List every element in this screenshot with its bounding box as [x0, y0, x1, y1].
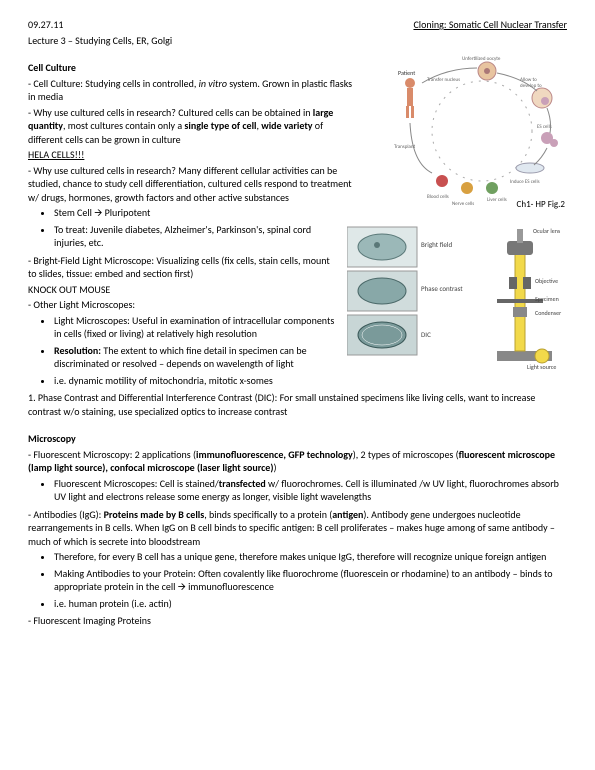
svg-text:Patient: Patient: [398, 69, 415, 77]
list-item: i.e. human protein (i.e. actin): [54, 597, 567, 611]
svg-text:Ocular lens: Ocular lens: [533, 227, 561, 235]
svg-text:Liver cells: Liver cells: [487, 197, 507, 203]
cloning-cycle-diagram: Patient Unfertilized oocyte Allow to dev…: [392, 53, 567, 213]
fluorescent-p1: - Fluorescent Microscopy: 2 applications…: [28, 448, 567, 475]
antibodies-list: Therefore, for every B cell has a unique…: [54, 550, 567, 610]
phase-contrast-p: 1. Phase Contrast and Differential Inter…: [28, 391, 567, 418]
other-microscopes: - Other Light Microscopes:: [28, 298, 338, 312]
svg-text:Bright field: Bright field: [421, 240, 452, 249]
svg-text:Blood cells: Blood cells: [427, 194, 449, 200]
fluorescent-imaging-p: - Fluorescent Imaging Proteins: [28, 614, 567, 628]
svg-text:Condenser: Condenser: [535, 309, 561, 317]
svg-text:Light source: Light source: [527, 363, 556, 371]
diagram1-caption: Ch1- HP Fig.2: [517, 199, 565, 211]
svg-text:Specimen: Specimen: [535, 295, 559, 303]
knock-out: KNOCK OUT MOUSE: [28, 283, 338, 297]
antibodies-p: - Antibodies (IgG): Proteins made by B c…: [28, 508, 567, 549]
header-cloning-title: Cloning: Somatic Cell Nuclear Transfer: [413, 18, 567, 32]
svg-text:Transplant: Transplant: [394, 144, 415, 150]
svg-text:DIC: DIC: [421, 330, 431, 339]
hela-cells: HELA CELLS!!!: [28, 148, 358, 162]
fluorescent-list: Fluorescent Microscopes: Cell is stained…: [54, 477, 567, 504]
microscopy-title: Microscopy: [28, 432, 567, 446]
cell-culture-p3: - Why use cultured cells in research? Ma…: [28, 164, 358, 205]
svg-text:Transfer nucleus: Transfer nucleus: [427, 77, 460, 83]
svg-text:Nerve cells: Nerve cells: [452, 201, 474, 207]
list-item: Light Microscopes: Useful in examination…: [54, 314, 344, 341]
list-item: Therefore, for every B cell has a unique…: [54, 550, 567, 564]
brightfield-p: - Bright-Field Light Microscope: Visuali…: [28, 254, 338, 281]
list-item: i.e. dynamic motility of mitochondria, m…: [54, 374, 567, 388]
svg-text:ES cells: ES cells: [537, 124, 552, 130]
list-item: Fluorescent Microscopes: Cell is stained…: [54, 477, 567, 504]
svg-text:Objective: Objective: [535, 277, 558, 285]
lecture-title: Lecture 3 – Studying Cells, ER, Golgi: [28, 34, 567, 48]
list-item: Making Antibodies to your Protein: Often…: [54, 567, 567, 594]
cell-culture-p1: - Cell Culture: Studying cells in contro…: [28, 77, 358, 104]
microscope-diagram: Bright field Phase contrast DIC Ocular l…: [347, 221, 567, 371]
svg-text:Induce ES cells: Induce ES cells: [510, 179, 540, 185]
list-item: Resolution: The extent to which fine det…: [54, 344, 374, 371]
svg-text:Unfertilized oocyte: Unfertilized oocyte: [462, 56, 501, 62]
svg-text:Phase contrast: Phase contrast: [421, 284, 463, 293]
cell-culture-p2: - Why use cultured cells in research? Cu…: [28, 106, 358, 147]
